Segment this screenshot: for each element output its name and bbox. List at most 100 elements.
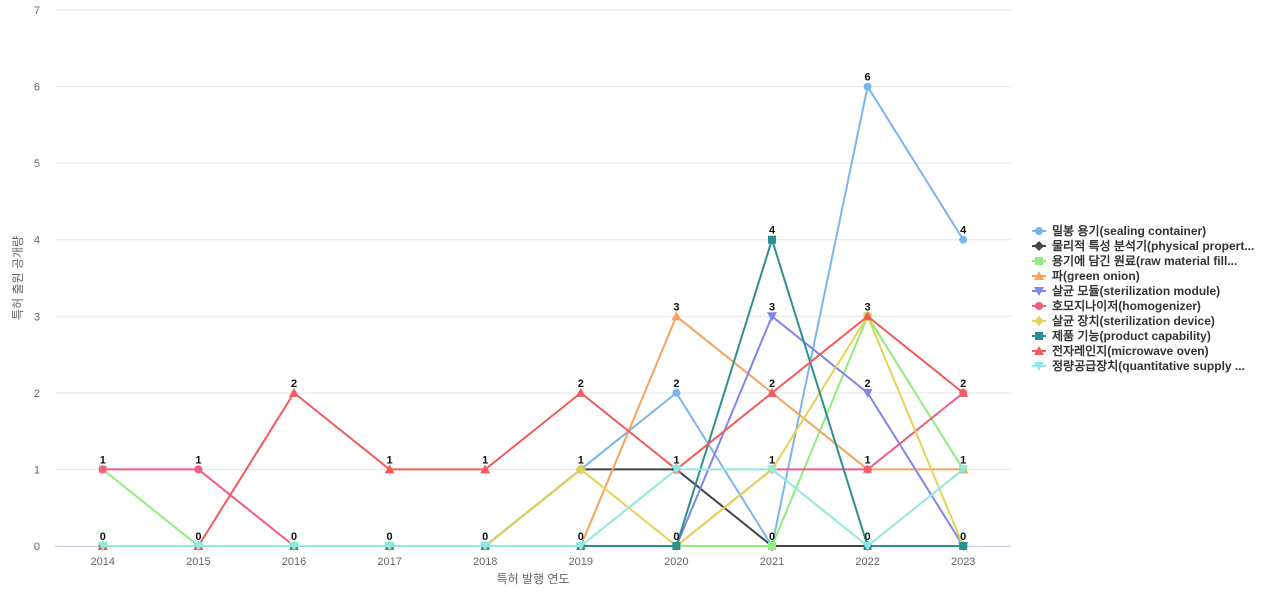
data-label: 0 <box>960 531 966 543</box>
legend-symbol-marker <box>1034 316 1044 326</box>
x-tick-label: 2023 <box>951 556 975 568</box>
legend-symbol-marker <box>1034 346 1044 355</box>
series-line <box>102 468 964 547</box>
data-label: 2 <box>865 378 871 390</box>
data-label: 0 <box>482 531 488 543</box>
data-point <box>289 542 299 551</box>
legend-item[interactable]: 파(green onion) <box>1032 268 1140 283</box>
legend-item[interactable]: 호모지나이저(homogenizer) <box>1032 298 1201 313</box>
data-label: 0 <box>291 531 297 543</box>
data-point <box>863 82 872 91</box>
y-tick-label: 2 <box>34 388 40 400</box>
data-point <box>97 542 108 551</box>
data-point <box>672 388 681 397</box>
data-label: 0 <box>578 531 584 543</box>
y-tick-label: 3 <box>34 311 40 323</box>
data-point <box>768 235 776 244</box>
y-tick-label: 1 <box>34 464 40 476</box>
data-point <box>98 465 107 474</box>
x-tick-label: 2020 <box>664 556 688 568</box>
data-label: 2 <box>291 378 297 390</box>
data-label: 2 <box>769 378 775 390</box>
data-label: 0 <box>673 531 679 543</box>
x-axis-ticks: 2014 2015 2016 2017 2018 2019 2020 2021 2022 2023 <box>91 556 976 568</box>
data-point <box>958 465 969 475</box>
data-point <box>862 542 873 551</box>
data-label: 1 <box>960 454 966 466</box>
legend-item[interactable]: 살균 모듈(sterilization module) <box>1032 284 1220 298</box>
x-tick-label: 2016 <box>282 556 306 568</box>
data-point <box>959 235 968 244</box>
legend-symbol-marker <box>1034 362 1044 371</box>
x-tick-label: 2019 <box>569 556 593 568</box>
legend-label: 정량공급장치(quantitative supply ... <box>1052 358 1245 373</box>
legend-item[interactable]: 용기에 담긴 원료(raw material fill... <box>1032 253 1237 268</box>
legend-symbol-marker <box>1034 287 1044 296</box>
data-point <box>671 465 682 475</box>
data-label: 2 <box>578 378 584 390</box>
legend-item[interactable]: 물리적 특성 분석기(physical propert... <box>1032 238 1254 253</box>
x-tick-label: 2022 <box>855 556 879 568</box>
data-label: 1 <box>100 454 106 466</box>
data-point <box>480 464 491 474</box>
data-point <box>958 387 969 397</box>
grid-lines <box>55 9 1011 547</box>
y-tick-label: 5 <box>34 158 40 170</box>
data-label: 1 <box>769 454 775 466</box>
data-labels: 1 0 1 0 2 0 1 0 1 0 2 1 0 3 2 1 0 4 3 2 1 0 6 3 2 1 0 4 2 1 0 <box>100 72 967 543</box>
data-label: 6 <box>865 72 871 84</box>
x-tick-label: 2014 <box>91 556 115 568</box>
legend-label: 전자레인지(microwave oven) <box>1052 343 1209 358</box>
series-group <box>97 82 969 551</box>
legend-symbol-marker <box>1035 227 1043 235</box>
y-tick-label: 0 <box>34 541 40 553</box>
legend: 밀봉 용기(sealing container)물리적 특성 분석기(physi… <box>1032 223 1254 373</box>
data-point <box>384 542 395 551</box>
legend-item[interactable]: 제품 기능(product capability) <box>1032 328 1211 343</box>
series-8 <box>97 311 969 550</box>
legend-label: 호모지나이저(homogenizer) <box>1052 298 1201 313</box>
legend-symbol-marker <box>1035 257 1043 265</box>
data-label: 1 <box>195 454 201 466</box>
data-label: 2 <box>960 378 966 390</box>
data-label: 0 <box>769 531 775 543</box>
data-point <box>194 465 203 474</box>
data-point <box>671 311 682 321</box>
x-tick-label: 2015 <box>186 556 210 568</box>
legend-item[interactable]: 밀봉 용기(sealing container) <box>1032 223 1206 238</box>
legend-item[interactable]: 살균 장치(sterilization device) <box>1032 313 1215 328</box>
data-point <box>863 465 872 474</box>
series-9 <box>97 465 969 551</box>
data-point <box>767 387 777 397</box>
data-label: 4 <box>960 225 967 237</box>
data-label: 2 <box>673 378 679 390</box>
x-tick-label: 2021 <box>760 556 784 568</box>
data-point <box>768 542 776 550</box>
data-label: 3 <box>673 301 679 313</box>
legend-item[interactable]: 전자레인지(microwave oven) <box>1032 343 1209 358</box>
y-tick-label: 7 <box>34 5 40 17</box>
legend-symbol-marker <box>1035 302 1043 310</box>
data-point <box>575 464 586 475</box>
y-tick-label: 6 <box>34 82 40 94</box>
data-label: 1 <box>578 454 584 466</box>
data-point <box>575 387 586 397</box>
data-point <box>959 542 968 550</box>
legend-item[interactable]: 정량공급장치(quantitative supply ... <box>1032 358 1245 373</box>
y-axis-ticks: 0 1 2 3 4 5 6 7 <box>34 5 40 553</box>
legend-label: 물리적 특성 분석기(physical propert... <box>1052 238 1254 253</box>
legend-symbol-marker <box>1035 332 1043 340</box>
legend-label: 살균 장치(sterilization device) <box>1052 313 1215 328</box>
data-point <box>862 311 873 321</box>
data-label: 0 <box>195 531 201 543</box>
data-point <box>862 388 873 398</box>
x-tick-label: 2018 <box>473 556 497 568</box>
legend-symbol-marker <box>1034 241 1044 251</box>
legend-symbol-marker <box>1034 271 1044 280</box>
data-label: 1 <box>673 454 679 466</box>
data-point <box>767 465 777 475</box>
data-point <box>575 542 586 551</box>
data-label: 4 <box>769 225 776 237</box>
data-point <box>289 387 299 397</box>
